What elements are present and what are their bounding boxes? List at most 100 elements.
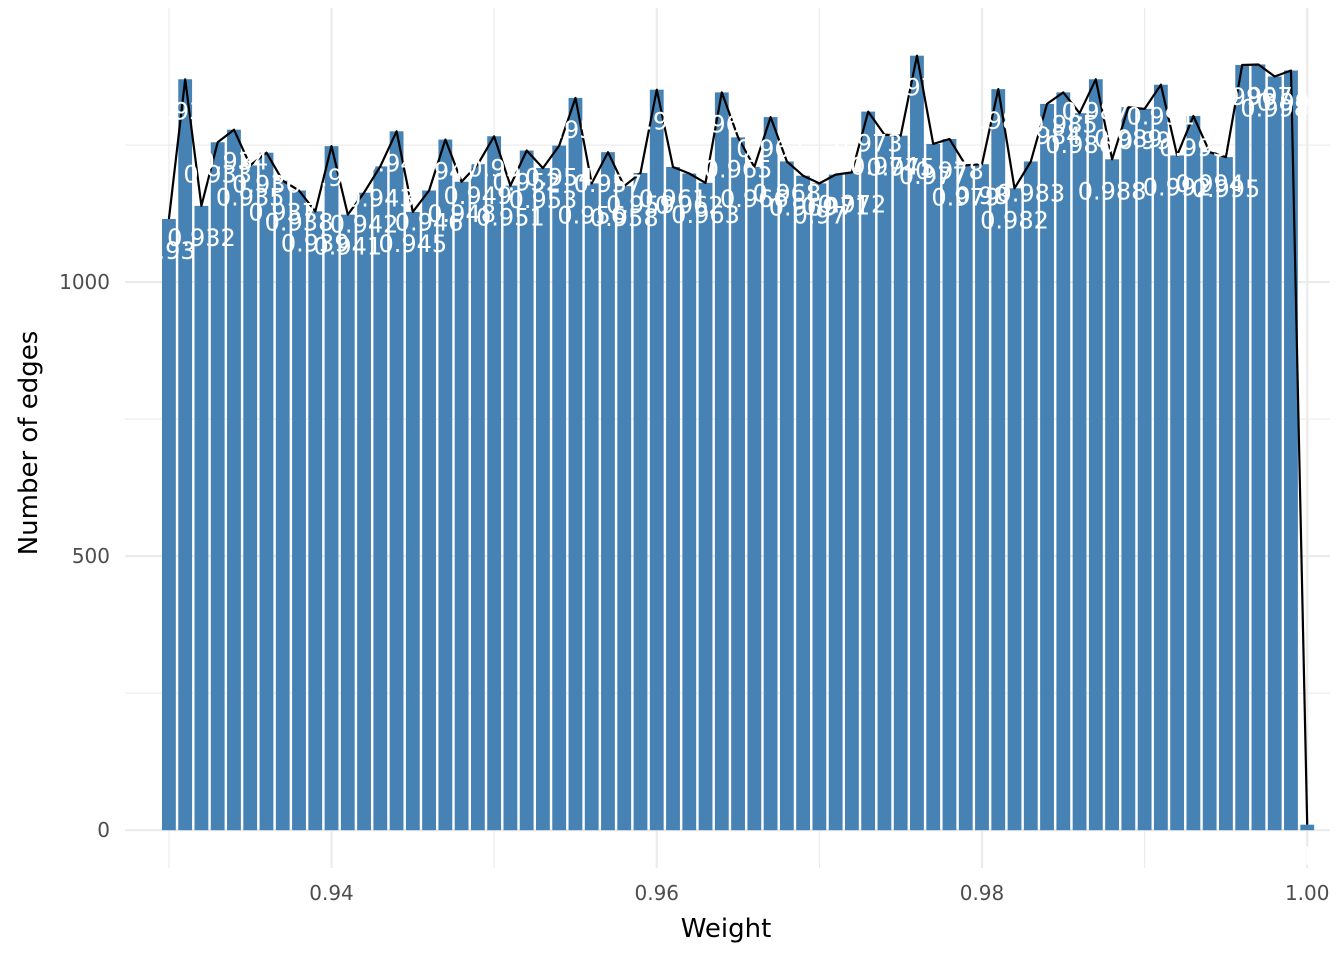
bar-value-label: 0.976 (883, 74, 952, 102)
bar (1284, 70, 1298, 831)
bar-value-label: 0.98 (955, 182, 1008, 210)
bar-value-label: 0.941 (313, 233, 382, 261)
count-line-path (167, 54, 1309, 825)
bar (373, 166, 388, 831)
bar-value-label: 0.999 (1257, 88, 1326, 116)
bar (926, 143, 941, 831)
bar-value-label: 0.975 (866, 154, 935, 182)
bar (1137, 108, 1152, 831)
bar (1121, 107, 1136, 831)
bar-value-label: 0.938 (265, 209, 334, 237)
bar-value-label: 0.998 (1240, 95, 1309, 123)
count-line (167, 54, 1309, 825)
bar-value-label: 0.963 (671, 201, 740, 229)
bar (796, 175, 811, 831)
bar (893, 135, 908, 831)
bar-value-label: 0.952 (492, 169, 561, 197)
bar (470, 164, 485, 831)
bar (812, 183, 827, 831)
bar (227, 129, 241, 831)
bar (666, 166, 680, 831)
bar-value-label: 0.946 (395, 209, 464, 237)
bar-value-label: 0.961 (639, 185, 708, 213)
bar-value-label: 0.987 (1061, 97, 1130, 125)
bar (438, 139, 453, 831)
bar (487, 136, 502, 831)
bar-value-label: 0.94 (305, 164, 358, 192)
x-tick-label: 0.98 (960, 881, 1005, 905)
bar-value-label: 0.962 (655, 192, 724, 220)
bar (633, 172, 648, 831)
bar-value-label: 0.981 (964, 107, 1033, 135)
bar-value-label: 0.966 (720, 185, 789, 213)
bar-value-label: 0.948 (427, 200, 496, 228)
x-axis-title: Weight (681, 914, 772, 944)
bar (779, 161, 794, 831)
bar-value-label: 0.995 (1192, 175, 1261, 203)
bar (194, 205, 209, 831)
bar-value-label: 0.937 (248, 199, 317, 227)
bar (519, 150, 534, 831)
bar-value-label: 0.989 (1094, 125, 1163, 153)
bar-value-label: 0.933 (183, 160, 252, 188)
bar (731, 137, 745, 831)
bar (454, 181, 469, 831)
bar-value-label: 0.931 (151, 97, 220, 125)
bar-value-label: 0.97 (793, 201, 846, 229)
bar-value-label: 0.985 (1029, 110, 1098, 138)
bar (1202, 152, 1217, 831)
bar-value-label: 0.944 (362, 149, 431, 177)
bar-value-label: 0.965 (704, 155, 773, 183)
bar-value-label: 0.983 (996, 179, 1065, 207)
bar (844, 172, 859, 831)
bar (389, 131, 404, 831)
bars (161, 55, 1315, 831)
bar-value-label: 0.968 (752, 179, 821, 207)
bar (243, 165, 258, 831)
bar-value-label: 0.969 (769, 194, 838, 222)
bar-value-label: 0.978 (915, 157, 984, 185)
bar (178, 79, 193, 831)
bar-value-label: 0.979 (931, 183, 1000, 211)
bar (259, 152, 274, 831)
bar-value-label: 0.945 (378, 230, 447, 258)
bar (1023, 161, 1038, 831)
bar-value-label: 0.982 (980, 206, 1049, 234)
bar (617, 186, 632, 831)
bar (340, 214, 355, 831)
bar-value-label: 0.992 (1143, 173, 1212, 201)
bar-value-label: 0.96 (630, 108, 683, 136)
bar (698, 182, 713, 831)
bar (1219, 157, 1233, 831)
bar (747, 166, 762, 831)
bar (1251, 64, 1266, 831)
bar-value-label: 0.997 (1224, 82, 1293, 110)
bar-value-label: 0.93 (142, 237, 195, 265)
bar-value-label: 0.951 (476, 204, 545, 232)
bar (568, 97, 583, 831)
y-tick-label: 0 (97, 818, 110, 842)
x-tick-label: 1.00 (1285, 881, 1330, 905)
x-tick-label: 0.94 (309, 881, 354, 905)
bar-value-label: 0.967 (736, 135, 805, 163)
bar (1267, 76, 1282, 831)
bar-value-label: 0.949 (444, 182, 513, 210)
bar-value-label: 0.932 (167, 224, 236, 252)
bar (357, 192, 371, 831)
bar (1300, 824, 1315, 831)
bar (991, 89, 1006, 831)
bar-value-label: 0.972 (818, 190, 887, 218)
bar-value-label: 0.934 (200, 148, 269, 176)
bar (308, 211, 323, 831)
bar-value-label: 0.964 (687, 110, 756, 138)
bar-value-label: 0.988 (1078, 177, 1147, 205)
bar (975, 164, 989, 831)
bar-value-label: 0.996 (1208, 83, 1277, 111)
bar-value-label: 0.984 (1013, 122, 1082, 150)
bar (714, 92, 729, 831)
bar-value-label: 0.942 (330, 211, 399, 239)
bar (877, 134, 892, 831)
bar (1007, 188, 1022, 831)
bar (942, 139, 957, 831)
bar (828, 174, 843, 831)
